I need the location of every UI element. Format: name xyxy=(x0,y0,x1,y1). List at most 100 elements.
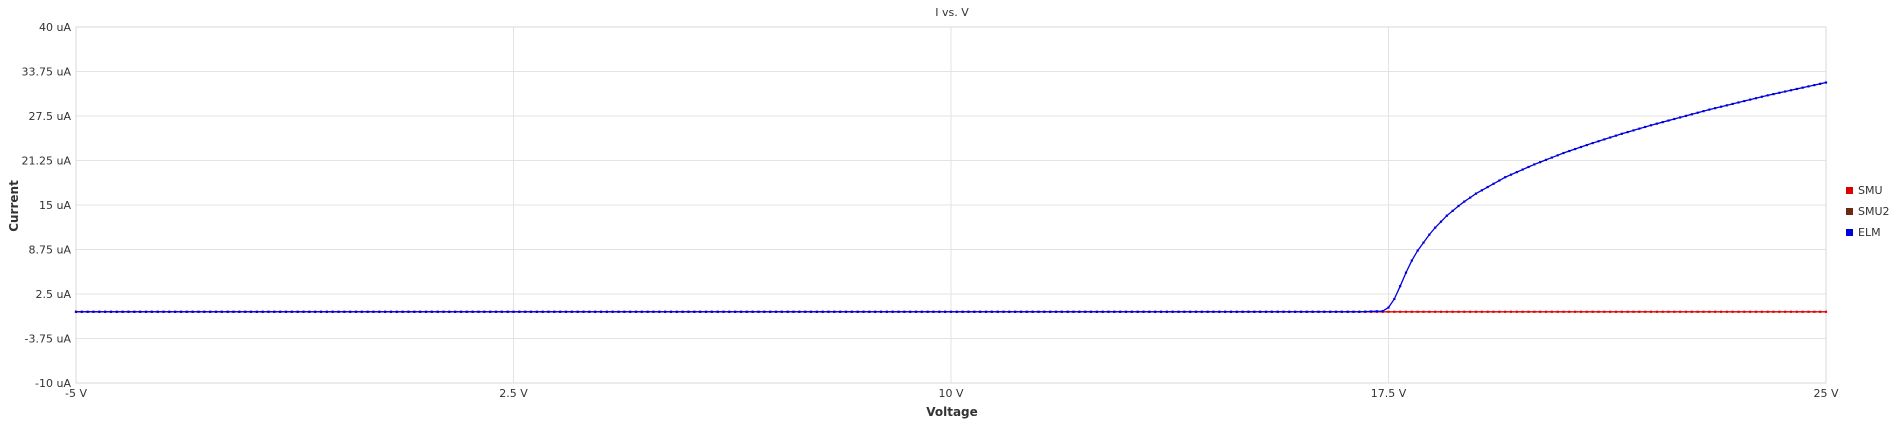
data-point xyxy=(932,310,935,313)
data-point xyxy=(115,310,118,313)
data-point xyxy=(121,310,124,313)
data-point xyxy=(990,310,993,313)
data-point xyxy=(1795,87,1798,91)
data-point xyxy=(1288,310,1291,313)
data-point xyxy=(1480,189,1483,192)
chart-title: I vs. V xyxy=(935,6,969,19)
data-point xyxy=(1019,310,1023,313)
data-point xyxy=(1142,310,1145,313)
data-point xyxy=(664,310,667,313)
data-point xyxy=(238,310,241,313)
data-point xyxy=(1317,310,1320,313)
data-point xyxy=(879,310,883,313)
data-point xyxy=(1784,310,1787,313)
data-point xyxy=(354,310,358,313)
data-point xyxy=(1474,310,1478,313)
data-point xyxy=(1585,310,1588,313)
data-point xyxy=(1095,310,1098,313)
data-point xyxy=(1807,85,1810,88)
data-point xyxy=(1148,310,1151,313)
data-point xyxy=(296,310,299,313)
data-point xyxy=(1515,310,1518,313)
data-point xyxy=(1690,113,1693,116)
data-point xyxy=(1702,310,1705,313)
data-point xyxy=(961,310,964,313)
data-point xyxy=(734,310,737,313)
y-tick-label: -3.75 uA xyxy=(25,333,72,346)
data-point xyxy=(1066,310,1069,313)
data-point xyxy=(909,310,912,313)
data-point xyxy=(1795,310,1798,313)
data-point xyxy=(809,310,813,313)
data-point xyxy=(1585,143,1588,147)
data-point xyxy=(646,310,649,313)
data-point xyxy=(704,310,708,313)
data-point xyxy=(1469,310,1472,313)
data-point xyxy=(1737,101,1740,104)
data-point xyxy=(1025,310,1028,313)
data-point xyxy=(1649,124,1653,127)
data-point xyxy=(1772,310,1775,313)
data-point xyxy=(1579,310,1583,313)
data-point xyxy=(1574,310,1577,313)
x-tick-label: 10 V xyxy=(938,387,963,400)
data-point xyxy=(1206,310,1209,313)
data-point xyxy=(203,310,206,313)
data-point xyxy=(290,310,293,313)
data-point xyxy=(1784,90,1787,93)
data-point xyxy=(1439,310,1443,313)
data-point xyxy=(984,310,988,313)
data-point xyxy=(617,310,620,313)
data-point xyxy=(1667,119,1670,122)
data-point xyxy=(1801,86,1804,89)
y-axis-title: Current xyxy=(7,180,21,232)
data-point xyxy=(261,310,264,313)
data-point xyxy=(465,310,468,313)
data-point xyxy=(1597,310,1600,313)
data-point xyxy=(378,310,381,313)
data-point xyxy=(220,310,223,313)
x-tick-label: 25 V xyxy=(1813,387,1838,400)
data-point xyxy=(1399,310,1402,313)
data-point xyxy=(413,310,416,313)
data-point xyxy=(179,310,183,313)
data-point xyxy=(885,310,888,313)
data-point xyxy=(104,310,107,313)
data-point xyxy=(1101,310,1104,313)
data-point xyxy=(687,310,690,313)
data-point xyxy=(681,310,684,313)
data-point xyxy=(1200,310,1203,313)
data-point xyxy=(506,310,509,313)
data-point xyxy=(1358,310,1361,313)
data-point xyxy=(156,310,159,313)
data-point xyxy=(360,310,363,313)
data-point xyxy=(1037,310,1040,313)
data-point xyxy=(868,310,871,313)
data-point xyxy=(1614,134,1618,137)
data-point xyxy=(139,310,142,313)
data-point xyxy=(325,310,328,313)
data-point xyxy=(401,310,404,313)
data-point xyxy=(214,310,218,313)
data-point xyxy=(1556,154,1559,157)
y-tick-label: 21.25 uA xyxy=(22,155,72,168)
data-point xyxy=(1667,310,1670,313)
data-point xyxy=(477,310,480,313)
data-point xyxy=(284,310,288,313)
data-point xyxy=(483,310,486,313)
data-point xyxy=(1719,105,1723,108)
data-point xyxy=(949,310,953,313)
data-point xyxy=(1428,310,1431,313)
data-point xyxy=(1819,310,1822,313)
data-point xyxy=(448,310,451,313)
data-point xyxy=(926,310,929,313)
data-point xyxy=(804,310,807,313)
data-point xyxy=(430,310,433,313)
data-point xyxy=(827,310,830,313)
data-point xyxy=(1544,158,1548,161)
data-point xyxy=(1562,151,1565,155)
data-point xyxy=(1743,99,1746,103)
data-point xyxy=(1609,310,1612,313)
legend-label: ELM xyxy=(1858,226,1881,239)
